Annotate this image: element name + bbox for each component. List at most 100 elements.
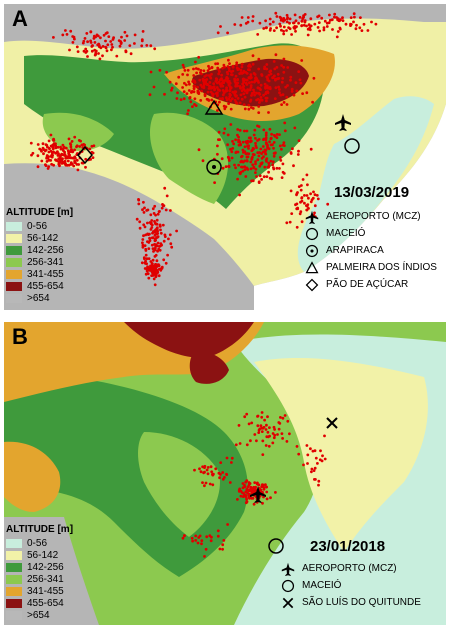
- lightning-strike-marker: [274, 53, 278, 57]
- lightning-strike-marker: [49, 159, 53, 162]
- lightning-strike-marker: [247, 144, 251, 148]
- lightning-strike-marker: [311, 100, 314, 104]
- lightning-strike-marker: [243, 145, 247, 149]
- lightning-strike-marker: [61, 157, 64, 161]
- symbol-legend-label: MACEIÓ: [302, 580, 342, 591]
- legend-class: 56-142: [6, 549, 98, 561]
- legend-class: 341-455: [6, 585, 98, 597]
- lightning-strike-marker: [272, 154, 276, 158]
- lightning-strike-marker: [164, 261, 168, 265]
- lightning-strike-marker: [307, 196, 310, 200]
- lightning-strike-marker: [300, 19, 304, 23]
- lightning-strike-marker: [153, 269, 157, 273]
- lightning-strike-marker: [213, 87, 217, 91]
- terrain-lightgreen-band: [149, 112, 229, 204]
- lightning-strike-marker: [216, 62, 220, 65]
- lightning-strike-marker: [101, 45, 105, 48]
- lightning-strike-marker: [84, 157, 88, 161]
- lightning-strike-marker: [88, 147, 92, 151]
- lightning-strike-marker: [294, 19, 298, 23]
- lightning-strike-marker: [145, 209, 149, 212]
- lightning-strike-marker: [210, 72, 213, 76]
- lightning-strike-marker: [186, 68, 190, 72]
- lightning-strike-marker: [281, 416, 285, 420]
- lightning-strike-marker: [147, 233, 150, 237]
- lightning-strike-marker: [253, 79, 257, 83]
- lightning-strike-marker: [186, 73, 189, 77]
- lightning-strike-marker: [40, 149, 43, 153]
- lightning-strike-marker: [272, 141, 276, 144]
- lightning-strike-marker: [203, 75, 207, 78]
- airplane-icon: [281, 562, 295, 576]
- lightning-strike-marker: [242, 80, 246, 84]
- lightning-strike-marker: [259, 96, 263, 99]
- lightning-strike-marker: [51, 147, 55, 151]
- lightning-strike-marker: [152, 266, 155, 270]
- lightning-strike-marker: [143, 244, 147, 248]
- ocean-area: [254, 104, 446, 310]
- lightning-strike-marker: [240, 155, 243, 159]
- swatch: [6, 281, 22, 291]
- lightning-strike-marker: [359, 16, 362, 19]
- lightning-strike-marker: [149, 70, 153, 74]
- lightning-strike-marker: [238, 442, 242, 445]
- lightning-strike-marker: [247, 147, 250, 150]
- lightning-strike-marker: [251, 163, 255, 167]
- lightning-strike-marker: [276, 433, 279, 436]
- symbol-legend-item: AEROPORTO (MCZ): [280, 560, 421, 577]
- lightning-strike-marker: [182, 66, 186, 69]
- lightning-strike-marker: [138, 226, 142, 230]
- lightning-strike-marker: [264, 141, 268, 145]
- lightning-strike-marker: [69, 29, 73, 33]
- symbol-legend-item: PÃO DE AÇÚCAR: [304, 276, 437, 293]
- lightning-strike-marker: [204, 481, 208, 485]
- lightning-strike-marker: [160, 206, 164, 210]
- lightning-strike-marker: [292, 164, 295, 168]
- legend-class: 0-56: [6, 537, 98, 549]
- lightning-strike-marker: [111, 45, 114, 49]
- lightning-strike-marker: [159, 242, 163, 246]
- lightning-strike-marker: [189, 100, 193, 104]
- lightning-strike-marker: [239, 494, 243, 498]
- lightning-strike-marker: [271, 441, 275, 445]
- lightning-strike-marker: [266, 165, 270, 169]
- lightning-strike-marker: [216, 109, 219, 112]
- lightning-strike-marker: [144, 253, 148, 257]
- lightning-strike-marker: [265, 423, 268, 427]
- lightning-strike-marker: [288, 220, 292, 224]
- lightning-strike-marker: [97, 52, 100, 55]
- lightning-strike-marker: [257, 431, 261, 434]
- lightning-strike-marker: [184, 83, 188, 87]
- lightning-strike-marker: [158, 68, 162, 72]
- symbol-legend-label: PALMEIRA DOS ÍNDIOS: [326, 262, 437, 273]
- lightning-strike-marker: [252, 88, 255, 92]
- lightning-strike-marker: [241, 77, 245, 81]
- lightning-strike-marker: [90, 49, 94, 53]
- lightning-strike-marker: [298, 78, 302, 82]
- lightning-strike-marker: [73, 37, 76, 41]
- lightning-strike-marker: [76, 50, 80, 53]
- lightning-strike-marker: [297, 185, 301, 189]
- lightning-strike-marker: [249, 439, 252, 443]
- lightning-strike-marker: [157, 247, 161, 251]
- lightning-strike-marker: [226, 31, 230, 35]
- lightning-strike-marker: [257, 180, 261, 184]
- lightning-strike-marker: [159, 231, 163, 235]
- lightning-strike-marker: [255, 482, 259, 486]
- lightning-strike-marker: [260, 430, 264, 433]
- lightning-strike-marker: [181, 86, 185, 89]
- lightning-strike-marker: [186, 112, 190, 116]
- lightning-strike-marker: [267, 170, 270, 174]
- lightning-strike-marker: [181, 73, 185, 76]
- lightning-strike-marker: [69, 143, 73, 147]
- lightning-strike-marker: [256, 424, 260, 428]
- legend-class-label: 455-654: [27, 597, 64, 609]
- lightning-strike-marker: [216, 152, 219, 156]
- lightning-strike-marker: [297, 149, 300, 153]
- lightning-strike-marker: [265, 497, 269, 501]
- lightning-strike-marker: [289, 75, 293, 79]
- lightning-strike-marker: [289, 152, 293, 155]
- lightning-strike-marker: [75, 45, 79, 49]
- lightning-strike-marker: [89, 41, 93, 44]
- lightning-strike-marker: [216, 91, 219, 94]
